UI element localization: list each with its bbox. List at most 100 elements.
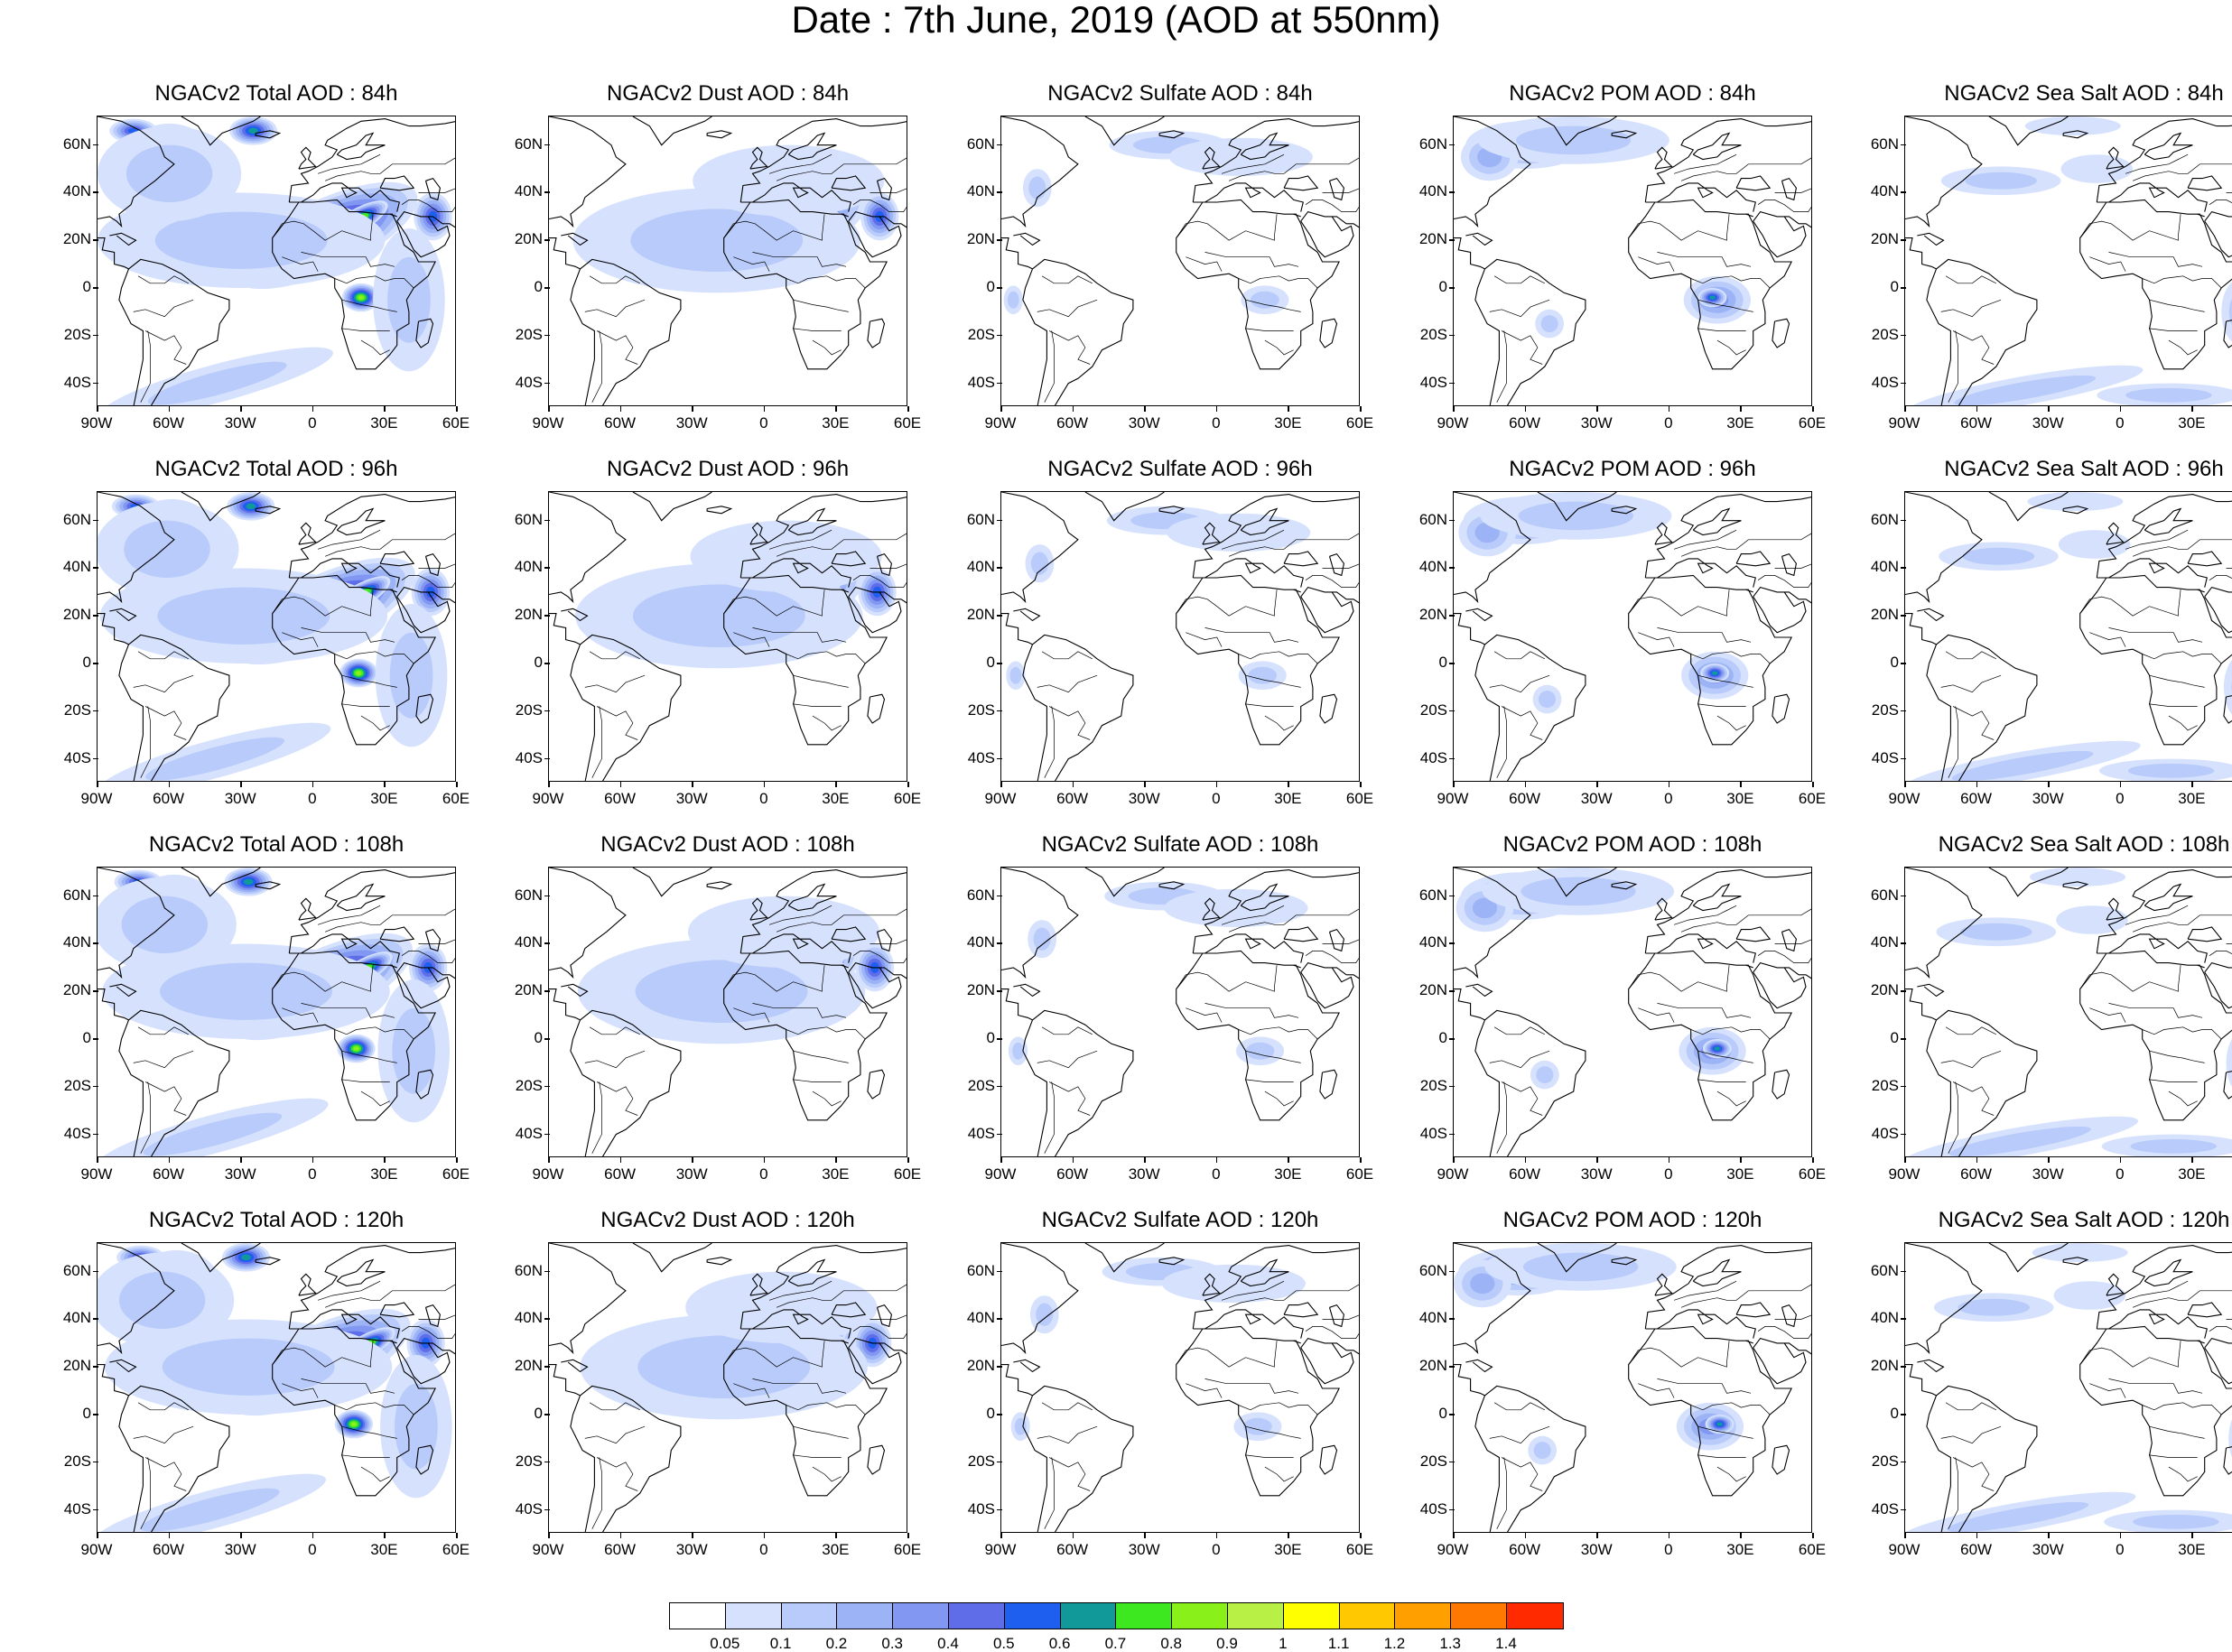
latitude-tick — [1901, 990, 1906, 992]
aod-map-dust — [549, 492, 907, 782]
coastline-line — [1645, 1246, 1812, 1329]
longitude-tick — [240, 1157, 242, 1163]
map-frame — [97, 116, 456, 406]
latitude-tick — [1449, 663, 1455, 664]
colorbar-tick-label: 1.1 — [1316, 1636, 1362, 1652]
latitude-tick — [997, 520, 1002, 522]
aod-plume-shape — [390, 633, 433, 719]
longitude-label: 30W — [669, 415, 714, 432]
aod-plume-shape — [1963, 548, 2035, 565]
latitude-label: 60N — [507, 1263, 543, 1279]
coastline-line — [2109, 627, 2203, 642]
coastline-line — [2188, 176, 2221, 190]
panel-title: NGACv2 Total AOD : 84h — [88, 81, 465, 107]
coastline-line — [813, 1091, 842, 1106]
longitude-tick — [1360, 782, 1362, 787]
coastline-line — [2143, 1403, 2222, 1415]
latitude-label: 20N — [959, 607, 995, 623]
longitude-label: 60E — [433, 1166, 479, 1183]
longitude-tick — [2191, 406, 2193, 412]
longitude-tick — [312, 782, 314, 787]
panel-title: NGACv2 Sea Salt AOD : 84h — [1895, 81, 2232, 107]
coastline-line — [1001, 1365, 1033, 1396]
coastline-line — [299, 1274, 316, 1295]
coastline-line — [1330, 554, 1344, 576]
latitude-label: 40S — [1863, 750, 1899, 766]
latitude-label: 60N — [1863, 1263, 1899, 1279]
panel-title: NGACv2 POM AOD : 84h — [1444, 81, 1821, 107]
longitude-tick — [620, 782, 622, 787]
longitude-label: 30E — [1265, 1166, 1310, 1183]
longitude-tick — [1740, 1157, 1742, 1163]
longitude-tick — [456, 1533, 458, 1538]
longitude-label: 90W — [1430, 1542, 1475, 1558]
latitude-label: 40N — [55, 559, 91, 575]
longitude-label: 60W — [1050, 791, 1095, 807]
panel-title: NGACv2 Total AOD : 96h — [88, 457, 465, 482]
coastline-line — [1953, 1458, 1994, 1491]
coastline-line — [1001, 614, 1033, 645]
coastline-line — [633, 868, 712, 896]
coastline-line — [1775, 1314, 1813, 1319]
longitude-tick — [169, 406, 171, 412]
longitude-label: 60W — [1954, 1542, 1999, 1558]
coastline-line — [1465, 233, 1492, 245]
coastline-line — [1782, 179, 1797, 200]
latitude-tick — [997, 1134, 1002, 1136]
aod-plume-shape — [244, 879, 254, 885]
colorbar-swatch — [1116, 1603, 1172, 1629]
latitude-tick — [93, 1318, 98, 1320]
longitude-label: 90W — [978, 415, 1023, 432]
latitude-tick — [544, 520, 550, 522]
coastline-line — [2080, 1326, 2232, 1495]
coastline-line — [1736, 927, 1770, 942]
latitude-label: 40N — [959, 183, 995, 200]
coastline-line — [1775, 563, 1813, 568]
longitude-tick — [1073, 1157, 1074, 1163]
map-frame — [1453, 116, 1812, 406]
longitude-label: 30E — [1717, 1542, 1762, 1558]
longitude-tick — [1000, 1533, 1002, 1538]
latitude-label: 40S — [1411, 750, 1447, 766]
latitude-label: 40S — [959, 750, 995, 766]
longitude-tick — [907, 782, 909, 787]
coastline-line — [2188, 552, 2221, 566]
aod-map-pom — [1454, 116, 1812, 406]
colorbar-tick-label: 0.3 — [870, 1636, 915, 1652]
aod-plume-shape — [1010, 667, 1022, 684]
longitude-label: 60E — [433, 1542, 479, 1558]
latitude-tick — [1901, 1366, 1906, 1368]
coastline-line — [592, 707, 602, 778]
longitude-tick — [1669, 782, 1670, 787]
latitude-tick — [1901, 710, 1906, 712]
latitude-label: 20N — [1863, 231, 1899, 247]
aod-plume-shape — [2227, 1029, 2232, 1096]
aod-map-sulfate — [1001, 868, 1360, 1157]
aod-plume-shape — [1523, 1253, 1638, 1282]
coastline-line — [585, 300, 645, 317]
coastline-line — [1717, 1091, 1746, 1106]
longitude-tick — [1000, 1157, 1002, 1163]
latitude-label: 40N — [55, 934, 91, 951]
longitude-label: 30W — [1121, 415, 1167, 432]
aod-plume-shape — [98, 334, 338, 406]
longitude-tick — [1812, 406, 1814, 412]
latitude-tick — [544, 287, 550, 289]
coastline-line — [1905, 1365, 1937, 1396]
colorbar-swatch — [1395, 1603, 1451, 1629]
longitude-tick — [1288, 406, 1289, 412]
panel-title: NGACv2 Sea Salt AOD : 120h — [1895, 1208, 2232, 1233]
latitude-label: 0 — [959, 279, 995, 295]
longitude-tick — [1073, 1533, 1074, 1538]
aod-plume-shape — [1034, 928, 1051, 951]
longitude-label: 30E — [1717, 791, 1762, 807]
coastline-line — [1782, 930, 1797, 951]
longitude-tick — [2048, 1533, 2050, 1538]
latitude-label: 40S — [1411, 1126, 1447, 1142]
latitude-tick — [1449, 1134, 1455, 1136]
coastline-line — [342, 1455, 390, 1458]
latitude-tick — [93, 1038, 98, 1040]
colorbar-tick-label: 1.4 — [1483, 1636, 1529, 1652]
coastline-line — [1037, 675, 1097, 692]
aod-plume-shape — [2032, 1243, 2128, 1262]
